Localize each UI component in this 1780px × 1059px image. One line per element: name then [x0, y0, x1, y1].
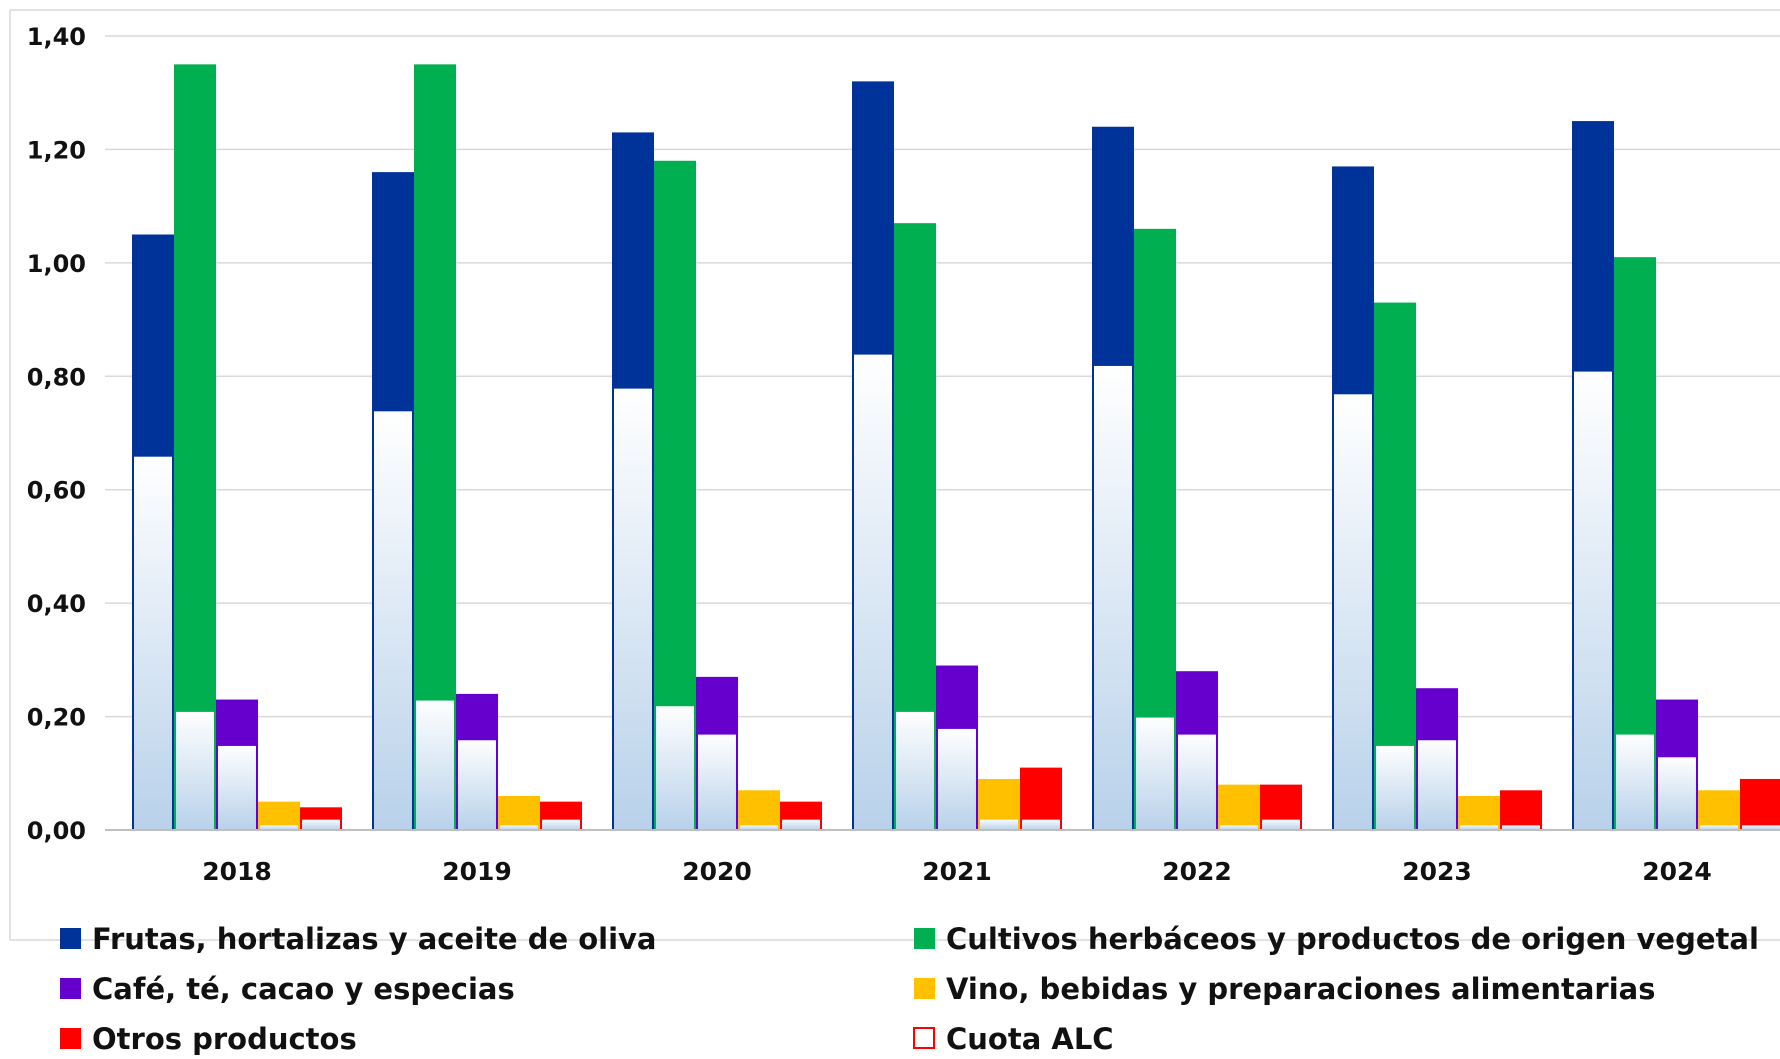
quota-bar — [1656, 755, 1698, 831]
bar — [1218, 784, 1260, 830]
legend-swatch — [914, 928, 935, 949]
quota-bar — [132, 454, 174, 831]
legend-label: Café, té, cacao y especias — [92, 972, 515, 1006]
y-tick-label: 0,20 — [27, 704, 86, 732]
plot-frame — [9, 9, 1780, 941]
quota-bar — [174, 709, 216, 832]
y-tick-label: 1,00 — [27, 250, 86, 278]
quota-bar — [1260, 817, 1302, 832]
quota-bar — [1020, 817, 1062, 832]
y-tick-label: 0,00 — [27, 817, 86, 845]
x-tick-label: 2024 — [1642, 857, 1712, 886]
y-axis-ticks: 0,00 0,20 0,40 0,60 0,80 1,00 1,20 1,40 — [27, 23, 86, 845]
bar — [1374, 302, 1416, 830]
quota-bar — [1134, 715, 1176, 831]
legend-label: Cultivos herbáceos y productos de origen… — [946, 922, 1759, 956]
quota-bar — [1332, 392, 1374, 831]
legend-swatch — [60, 978, 81, 999]
quota-bar — [1416, 738, 1458, 831]
bar — [1740, 778, 1780, 830]
quota-bar — [300, 817, 342, 832]
quota-bar — [696, 732, 738, 831]
quota-bar — [1572, 369, 1614, 831]
legend-label: Cuota ALC — [946, 1022, 1114, 1056]
quota-bar — [894, 709, 936, 832]
x-axis-ticks: 2018 2019 2020 2021 2022 2023 2024 — [202, 857, 1712, 886]
y-tick-label: 0,40 — [27, 590, 86, 618]
x-tick-label: 2021 — [922, 857, 992, 886]
quota-bar — [456, 738, 498, 831]
legend-label: Otros productos — [92, 1022, 357, 1056]
y-tick-label: 1,40 — [27, 23, 86, 51]
quota-bar — [612, 386, 654, 831]
y-tick-label: 0,60 — [27, 477, 86, 505]
y-tick-label: 1,20 — [27, 136, 86, 164]
x-tick-label: 2020 — [682, 857, 752, 886]
quota-bar — [978, 817, 1020, 832]
legend-label: Frutas, hortalizas y aceite de oliva — [92, 922, 657, 956]
gridlines — [105, 35, 1780, 718]
y-tick-label: 0,80 — [27, 363, 86, 391]
legend-swatch — [913, 1027, 935, 1049]
quota-bar — [936, 726, 978, 832]
legend-swatch — [60, 1028, 81, 1049]
bars — [132, 64, 1780, 832]
x-tick-label: 2019 — [442, 857, 512, 886]
quota-bar — [1176, 732, 1218, 831]
quota-bar — [1374, 743, 1416, 832]
quota-bar — [780, 817, 822, 832]
legend: Frutas, hortalizas y aceite de oliva Cult… — [60, 922, 1759, 1056]
legend-swatch — [914, 978, 935, 999]
quota-bar — [1614, 732, 1656, 831]
quota-bar — [372, 409, 414, 831]
quota-bar — [216, 743, 258, 832]
quota-bar — [414, 698, 456, 831]
legend-label: Vino, bebidas y preparaciones alimentari… — [946, 972, 1656, 1006]
legend-swatch — [60, 928, 81, 949]
quota-bar — [852, 352, 894, 831]
x-tick-label: 2022 — [1162, 857, 1232, 886]
quota-bar — [540, 817, 582, 832]
quota-bar — [654, 704, 696, 832]
quota-bar — [1092, 363, 1134, 831]
x-tick-label: 2018 — [202, 857, 272, 886]
x-tick-label: 2023 — [1402, 857, 1472, 886]
bar — [174, 64, 216, 831]
